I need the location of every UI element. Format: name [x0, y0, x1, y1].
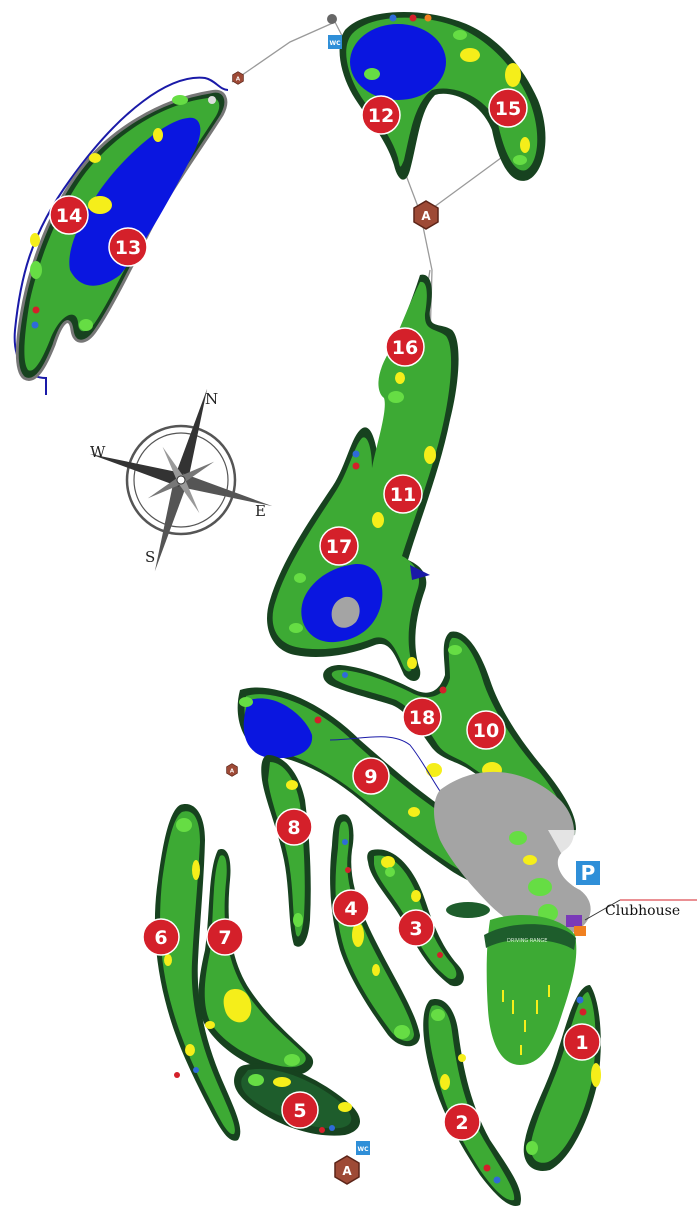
hole-marker-2[interactable]: 2	[443, 1103, 481, 1141]
area-hole-2	[423, 999, 521, 1206]
hole-marker-4[interactable]: 4	[332, 889, 370, 927]
clubhouse-label: Clubhouse	[605, 903, 680, 919]
wc-badge-north: WC	[328, 35, 342, 49]
hole-marker-9[interactable]: 9	[352, 757, 390, 795]
svg-text:4: 4	[344, 898, 357, 920]
facility-badge-south: A	[334, 1155, 360, 1185]
hole-marker-18[interactable]: 18	[402, 697, 442, 737]
svg-text:13: 13	[115, 237, 141, 259]
area-holes-11-16-17	[267, 274, 459, 682]
svg-text:18: 18	[409, 707, 435, 729]
driving-range: DRIVING RANGE	[484, 915, 577, 1065]
svg-text:A: A	[421, 209, 431, 223]
svg-text:9: 9	[364, 766, 377, 788]
svg-text:6: 6	[154, 927, 167, 949]
compass-south-label: S	[145, 548, 155, 566]
clubhouse-building	[566, 915, 582, 927]
compass-west-label: W	[90, 443, 106, 461]
hole-marker-6[interactable]: 6	[142, 918, 180, 956]
hole-marker-5[interactable]: 5	[281, 1091, 319, 1129]
svg-text:A: A	[230, 768, 235, 774]
svg-text:A: A	[342, 1164, 352, 1178]
facility-badge-small-north: A	[232, 71, 244, 85]
parking-badge: P	[574, 859, 602, 887]
svg-text:WC: WC	[357, 1146, 369, 1153]
svg-text:14: 14	[56, 205, 82, 227]
driving-range-label: DRIVING RANGE	[507, 938, 547, 944]
svg-text:15: 15	[495, 98, 521, 120]
svg-text:16: 16	[392, 337, 418, 359]
svg-text:11: 11	[390, 484, 416, 506]
area-hole-4	[330, 814, 420, 1047]
svg-text:12: 12	[368, 105, 394, 127]
svg-text:8: 8	[287, 817, 300, 839]
hole-marker-14[interactable]: 14	[49, 195, 89, 235]
area-hole-8	[261, 755, 311, 947]
wc-badge-south: WC	[356, 1141, 370, 1155]
hole-marker-12[interactable]: 12	[361, 95, 401, 135]
svg-text:5: 5	[293, 1100, 306, 1122]
svg-text:7: 7	[218, 927, 231, 949]
svg-text:3: 3	[409, 918, 422, 940]
compass-east-label: E	[255, 502, 266, 520]
area-clubhouse	[434, 771, 697, 936]
compass-rose	[89, 388, 273, 572]
hole-marker-11[interactable]: 11	[383, 474, 423, 514]
hole-marker-10[interactable]: 10	[466, 710, 506, 750]
facility-badge-small-west: A	[226, 763, 238, 777]
hole-marker-13[interactable]: 13	[108, 227, 148, 267]
hole-marker-3[interactable]: 3	[397, 909, 435, 947]
svg-text:10: 10	[473, 720, 499, 742]
svg-text:2: 2	[455, 1112, 468, 1134]
hole-marker-15[interactable]: 15	[488, 88, 528, 128]
hole-marker-16[interactable]: 16	[385, 327, 425, 367]
compass-north-label: N	[205, 390, 218, 408]
facility-badge-north: A	[413, 200, 439, 230]
hole-marker-7[interactable]: 7	[206, 918, 244, 956]
hole-markers: 1 2 3 4 5 6 7 8 9 10 11 12 13 14 15 16 1…	[49, 88, 601, 1141]
svg-text:A: A	[236, 76, 241, 82]
svg-text:P: P	[581, 861, 596, 885]
hole-marker-8[interactable]: 8	[275, 808, 313, 846]
svg-text:17: 17	[326, 536, 352, 558]
svg-text:WC: WC	[329, 40, 341, 47]
svg-text:1: 1	[575, 1032, 588, 1054]
hole-marker-1[interactable]: 1	[563, 1023, 601, 1061]
area-hole-6	[154, 804, 241, 1141]
area-holes-12-15	[327, 11, 546, 181]
area-hole-7	[198, 849, 314, 1076]
hole-marker-17[interactable]: 17	[319, 526, 359, 566]
